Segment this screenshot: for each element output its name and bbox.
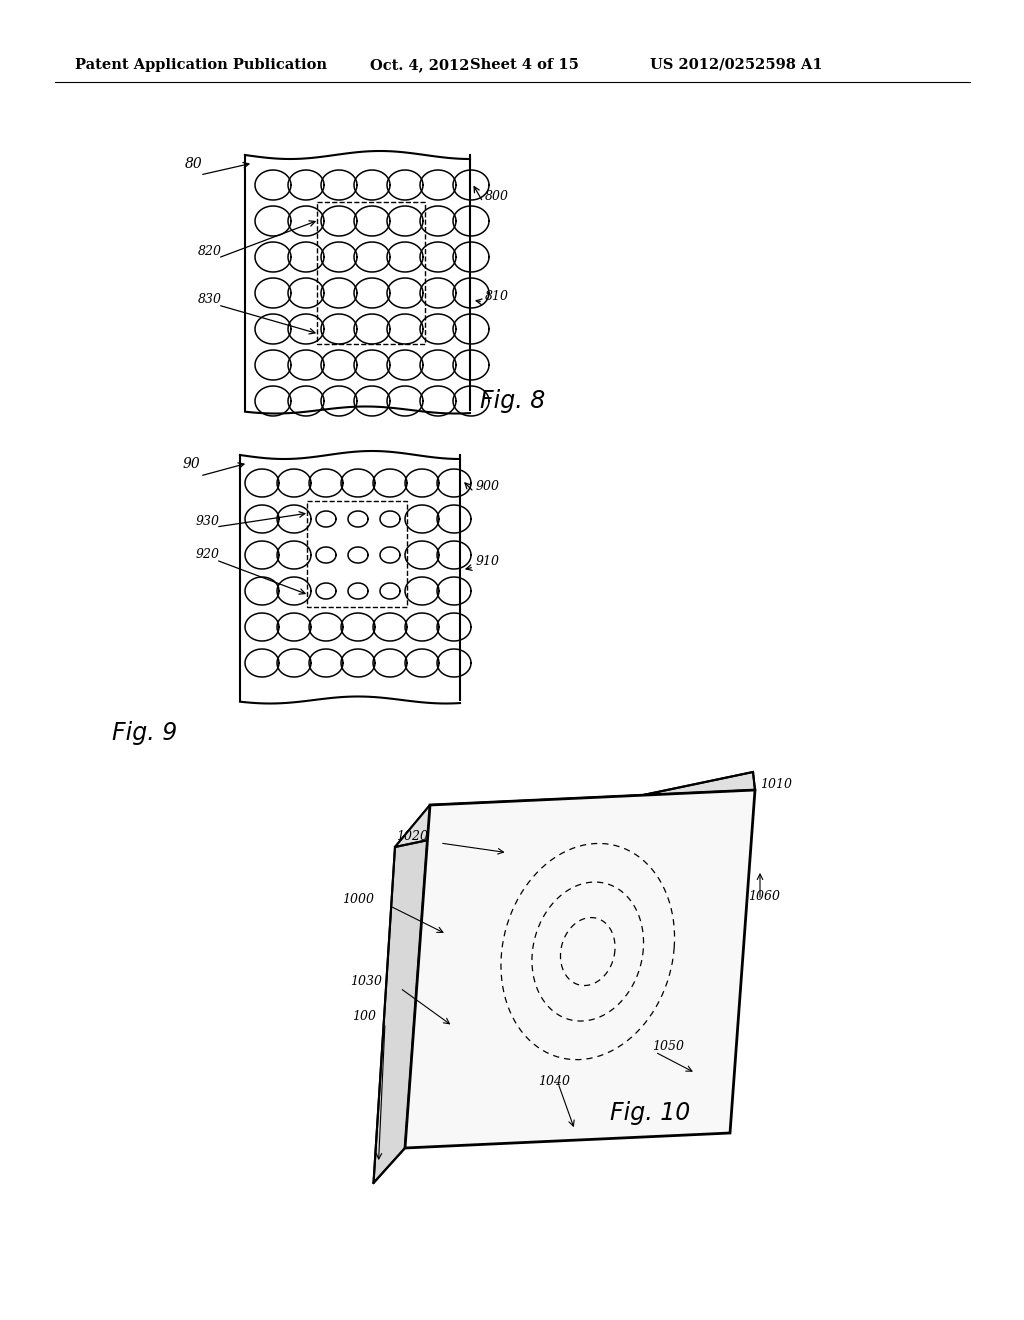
Bar xyxy=(307,502,407,607)
Text: Sheet 4 of 15: Sheet 4 of 15 xyxy=(470,58,579,73)
Polygon shape xyxy=(395,772,755,847)
Text: 1060: 1060 xyxy=(748,890,780,903)
Text: 1020: 1020 xyxy=(396,830,428,843)
Text: Patent Application Publication: Patent Application Publication xyxy=(75,58,327,73)
Text: 910: 910 xyxy=(476,554,500,568)
Text: 1050: 1050 xyxy=(652,1040,684,1053)
Text: 1030: 1030 xyxy=(350,975,382,987)
Text: 900: 900 xyxy=(476,480,500,492)
Text: 1040: 1040 xyxy=(538,1074,570,1088)
Text: Fig. 9: Fig. 9 xyxy=(112,721,177,744)
Text: 1010: 1010 xyxy=(760,777,792,791)
Text: Fig. 8: Fig. 8 xyxy=(480,389,545,413)
Polygon shape xyxy=(374,805,430,1183)
Text: 90: 90 xyxy=(183,457,201,471)
Text: 800: 800 xyxy=(485,190,509,203)
Polygon shape xyxy=(406,789,755,1148)
Text: 930: 930 xyxy=(196,515,220,528)
Text: Oct. 4, 2012: Oct. 4, 2012 xyxy=(370,58,469,73)
Text: Fig. 10: Fig. 10 xyxy=(610,1101,690,1125)
Text: 830: 830 xyxy=(198,293,222,306)
Text: 820: 820 xyxy=(198,246,222,257)
Text: 920: 920 xyxy=(196,548,220,561)
Text: 100: 100 xyxy=(352,1010,376,1023)
Text: 80: 80 xyxy=(185,157,203,172)
Bar xyxy=(317,202,425,345)
Text: 1000: 1000 xyxy=(342,894,374,906)
Text: US 2012/0252598 A1: US 2012/0252598 A1 xyxy=(650,58,822,73)
Text: 810: 810 xyxy=(485,290,509,304)
